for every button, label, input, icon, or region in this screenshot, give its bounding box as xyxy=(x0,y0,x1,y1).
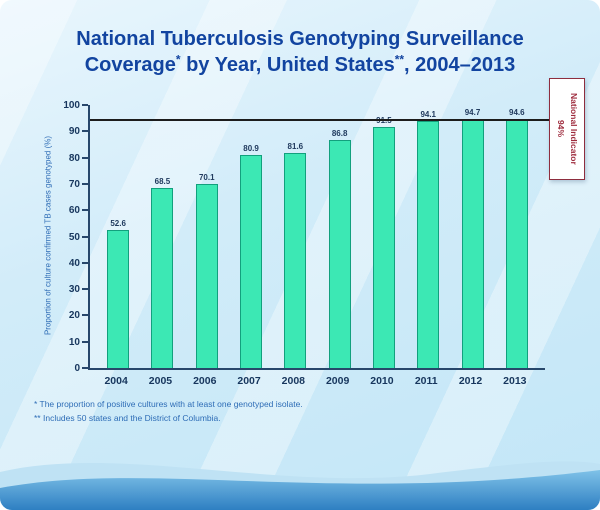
national-indicator-callout: National Indicator 94% xyxy=(549,78,585,180)
y-tick-label: 40 xyxy=(68,257,80,269)
bar-value-label: 80.9 xyxy=(243,144,259,154)
bar-2010 xyxy=(372,127,395,368)
national-indicator-label: National Indicator xyxy=(568,93,579,165)
national-indicator-line xyxy=(90,119,555,121)
y-tick-mark xyxy=(82,209,88,212)
x-tick-label: 2004 xyxy=(104,375,128,387)
national-indicator-value: 94% xyxy=(556,120,566,138)
bar-2006 xyxy=(195,183,218,368)
y-tick-mark xyxy=(82,182,88,185)
slide-title: National Tuberculosis Genotyping Surveil… xyxy=(28,26,572,78)
y-tick-label: 60 xyxy=(68,205,80,217)
title-line-2-post: , 2004–2013 xyxy=(404,54,516,76)
bar-slot: 94.1 xyxy=(406,105,450,368)
x-tick-label: 2011 xyxy=(414,375,438,387)
y-tick-label: 50 xyxy=(68,231,80,243)
bar-value-label: 68.5 xyxy=(154,176,171,186)
title-line-1: National Tuberculosis Genotyping Surveil… xyxy=(76,28,524,50)
plot-area: 52.6 68.5 70.1 80.9 81.6 86.8 91.5 94.1 94.7 94.6… xyxy=(63,100,555,374)
title-asterisk-2: ** xyxy=(394,52,405,67)
y-tick-mark xyxy=(82,156,88,159)
bar-value-label: 94.7 xyxy=(464,107,481,117)
bar-slot: 94.6 xyxy=(495,105,539,368)
x-tick-label: 2006 xyxy=(193,375,217,387)
y-tick-label: 20 xyxy=(68,310,80,322)
y-tick-label: 10 xyxy=(68,336,80,348)
bar-2013 xyxy=(505,119,528,368)
bar-value-label: 70.1 xyxy=(198,172,215,182)
bar-2007 xyxy=(240,155,263,368)
bar-slot: 91.5 xyxy=(362,105,406,368)
y-tick-mark xyxy=(82,104,88,106)
footnote-2: ** Includes 50 states and the District o… xyxy=(34,412,221,423)
title-line-2-pre: Coverage xyxy=(84,54,176,76)
bar-value-label: 94.1 xyxy=(420,109,437,119)
x-tick-label: 2012 xyxy=(458,375,483,387)
title-asterisk-1: * xyxy=(175,52,181,67)
x-tick-label: 2013 xyxy=(503,375,527,387)
bar-slot: 68.5 xyxy=(140,105,184,368)
y-tick-mark xyxy=(82,235,88,238)
bar-2008 xyxy=(284,153,307,368)
national-indicator-text: National Indicator 94% xyxy=(554,93,580,165)
bar-value-label: 91.5 xyxy=(376,116,392,126)
y-tick-label: 70 xyxy=(68,178,80,190)
y-tick-mark xyxy=(82,314,88,317)
footnotes: * The proportion of positive cultures wi… xyxy=(34,398,303,425)
bar-slot: 86.8 xyxy=(317,105,361,368)
y-tick-label: 30 xyxy=(68,284,80,296)
bar-value-label: 81.6 xyxy=(287,142,304,152)
x-axis-labels: 2004 2005 2006 2007 2008 2009 2010 2011 2012 2013 xyxy=(88,375,543,387)
y-tick-mark xyxy=(82,288,88,291)
bar-slot: 81.6 xyxy=(273,105,317,368)
y-tick-label: 80 xyxy=(68,152,80,164)
bar-slot: 70.1 xyxy=(185,105,229,368)
bar-2005 xyxy=(151,187,174,368)
y-tick-label: 100 xyxy=(63,100,80,111)
bar-slot: 80.9 xyxy=(229,105,273,368)
x-tick-label: 2008 xyxy=(281,375,306,387)
bar-slot: 52.6 xyxy=(96,105,140,368)
title-line-2-mid: by Year, United States xyxy=(180,54,395,76)
y-tick-mark xyxy=(82,261,88,264)
bar-2009 xyxy=(328,139,351,368)
bar-value-label: 52.6 xyxy=(110,218,126,228)
y-tick-label: 0 xyxy=(74,363,80,374)
y-tick-mark xyxy=(82,340,88,343)
footnote-1: * The proportion of positive cultures wi… xyxy=(34,399,303,409)
x-tick-label: 2005 xyxy=(148,375,173,387)
y-tick-mark xyxy=(82,367,88,369)
bar-value-label: 86.8 xyxy=(331,128,348,138)
bar-2012 xyxy=(461,118,484,368)
bottom-wave-decoration xyxy=(0,461,600,510)
y-tick-mark xyxy=(82,130,88,133)
bar-2011 xyxy=(417,120,440,368)
bars-container: 52.6 68.5 70.1 80.9 81.6 86.8 91.5 94.1 94.7 94.6 xyxy=(90,105,545,368)
bar-value-label: 94.6 xyxy=(509,108,525,118)
x-tick-label: 2009 xyxy=(325,375,350,387)
bar-slot: 94.7 xyxy=(450,105,494,368)
bar-2004 xyxy=(107,229,130,368)
y-tick-label: 90 xyxy=(68,126,80,138)
x-tick-label: 2007 xyxy=(237,375,261,387)
x-tick-label: 2010 xyxy=(370,375,394,387)
